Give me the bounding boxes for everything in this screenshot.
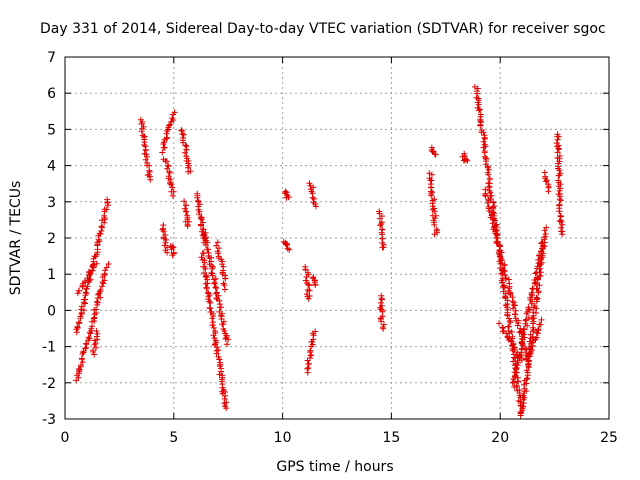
grid-lines (65, 57, 609, 419)
data-point-series (73, 261, 112, 384)
y-tick-label: 1 (47, 267, 56, 283)
x-tick-label: 20 (491, 430, 509, 446)
data-point-series (377, 292, 387, 332)
data-point-series (376, 208, 387, 251)
data-points (73, 83, 566, 419)
data-point-series (306, 180, 319, 210)
data-point-series (167, 242, 177, 259)
y-tick-label: 7 (47, 50, 56, 66)
data-point-series (304, 328, 319, 376)
data-point-series (160, 156, 177, 199)
data-point-series (159, 222, 171, 256)
data-point-series (426, 170, 441, 238)
x-tick-label: 10 (274, 430, 292, 446)
data-point-series (181, 198, 192, 230)
axis-ticks: 0 5 10 15 20 25 -3 -2 -1 0 1 2 3 4 5 6 7 (42, 50, 618, 446)
data-point-series (90, 328, 101, 358)
y-tick-label: 5 (47, 122, 56, 138)
x-axis-label: GPS time / hours (276, 459, 393, 475)
x-tick-label: 5 (169, 430, 178, 446)
data-point-series (74, 260, 100, 297)
data-point-series (200, 226, 232, 348)
data-point-series (459, 150, 471, 164)
data-point-series (178, 127, 194, 175)
data-point-series (159, 109, 178, 156)
data-point-series (428, 144, 439, 158)
y-tick-label: -1 (42, 340, 56, 356)
data-point-series (553, 131, 566, 238)
x-tick-label: 25 (600, 430, 618, 446)
data-point-series (198, 250, 230, 412)
y-tick-label: 2 (47, 231, 56, 247)
y-tick-label: 3 (47, 195, 56, 211)
data-point-series (541, 169, 552, 195)
data-point-series (518, 239, 548, 416)
data-point-series (280, 238, 293, 253)
data-point-series (310, 274, 319, 289)
data-point-series (302, 263, 313, 302)
y-axis-label: SDTVAR / TECUs (8, 181, 24, 296)
x-tick-label: 15 (382, 430, 400, 446)
y-tick-label: 0 (47, 303, 56, 319)
chart-title: Day 331 of 2014, Sidereal Day-to-day VTE… (40, 21, 606, 37)
y-tick-label: -2 (42, 376, 56, 392)
data-point-series (137, 116, 154, 183)
y-tick-label: -3 (42, 412, 56, 428)
y-tick-label: 4 (47, 159, 56, 175)
y-tick-label: 6 (47, 86, 56, 102)
x-tick-label: 0 (61, 430, 70, 446)
data-point-series (281, 188, 292, 201)
data-point-series (213, 239, 229, 293)
data-point-series (525, 316, 545, 360)
